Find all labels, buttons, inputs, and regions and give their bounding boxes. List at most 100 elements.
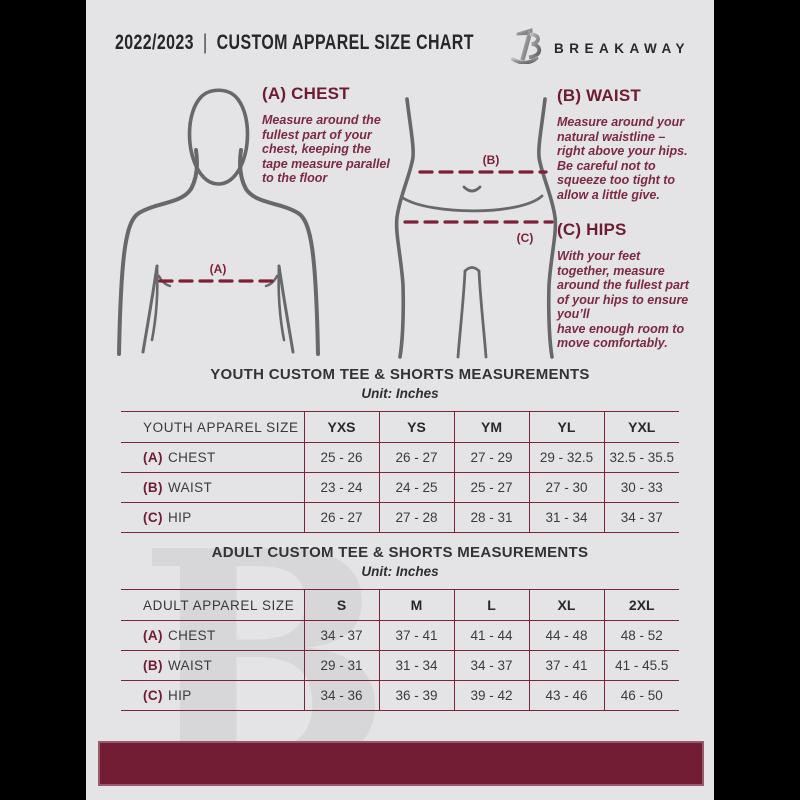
size-column-header: S bbox=[303, 589, 379, 621]
left-armpit-tick bbox=[157, 274, 172, 288]
measurement-cell: 39 - 42 bbox=[453, 680, 529, 711]
row-prefix: (B) bbox=[143, 480, 163, 495]
measurement-cell: 44 - 48 bbox=[528, 620, 604, 651]
adult-section-header: ADULT CUSTOM TEE & SHORTS MEASUREMENTS U… bbox=[86, 544, 714, 579]
row-prefix: (C) bbox=[143, 510, 163, 525]
head-outline bbox=[187, 88, 250, 186]
brand-wordmark: BREAKAWAY bbox=[553, 40, 690, 56]
adult-chest-row: (A) CHEST 34 - 37 37 - 41 41 - 44 44 - 48… bbox=[121, 620, 679, 651]
row-label-cell: (A) CHEST bbox=[121, 442, 304, 473]
measurement-cell: 27 - 29 bbox=[453, 442, 529, 473]
measurement-cell: 32.5 - 35.5 bbox=[603, 442, 679, 473]
lower-body-diagram: (B) (C) bbox=[394, 97, 558, 359]
measurement-cell: 26 - 27 bbox=[303, 502, 379, 533]
row-label: WAIST bbox=[167, 480, 213, 495]
measurement-cell: 25 - 27 bbox=[453, 472, 529, 503]
chest-heading: (A) CHEST bbox=[262, 84, 350, 103]
size-column-header: XL bbox=[528, 589, 604, 621]
measurement-cell: 37 - 41 bbox=[528, 650, 604, 681]
measurement-cell: 46 - 50 bbox=[603, 680, 679, 711]
measurement-cell: 29 - 32.5 bbox=[528, 442, 604, 473]
measurement-cell: 34 - 36 bbox=[303, 680, 379, 711]
row-label-cell: (B) WAIST bbox=[121, 472, 304, 503]
measurement-cell: 26 - 27 bbox=[378, 442, 454, 473]
measurement-cell: 36 - 39 bbox=[378, 680, 454, 711]
measurement-cell: 37 - 41 bbox=[378, 620, 454, 651]
youth-section-title: YOUTH CUSTOM TEE & SHORTS MEASUREMENTS bbox=[210, 366, 590, 383]
measurement-cell: 23 - 24 bbox=[303, 472, 379, 503]
measurement-cell: 31 - 34 bbox=[378, 650, 454, 681]
measurement-cell: 34 - 37 bbox=[453, 650, 529, 681]
hip-curve-line bbox=[401, 194, 544, 213]
row-label: CHEST bbox=[167, 450, 216, 465]
size-column-header: YXS bbox=[303, 411, 379, 443]
measurement-cell: 24 - 25 bbox=[378, 472, 454, 503]
title-separator: | bbox=[202, 31, 208, 54]
chest-body-text: Measure around the fullest part of your … bbox=[262, 113, 390, 185]
adult-section-title: ADULT CUSTOM TEE & SHORTS MEASUREMENTS bbox=[211, 544, 589, 561]
adult-hip-row: (C) HIP 34 - 36 36 - 39 39 - 42 43 - 46 4… bbox=[121, 680, 679, 711]
left-inner-leg bbox=[456, 269, 467, 359]
right-armpit-outer bbox=[277, 264, 295, 354]
breakaway-logo-icon bbox=[510, 28, 542, 64]
right-armpit-inner bbox=[277, 264, 286, 342]
youth-table-header-row: YOUTH APPAREL SIZE YXS YS YM YL YXL bbox=[121, 411, 679, 443]
chest-instruction: (A) CHEST Measure around the fullest par… bbox=[262, 84, 412, 186]
adult-unit-label: Unit: Inches bbox=[361, 564, 439, 579]
row-label: WAIST bbox=[167, 658, 213, 673]
youth-size-label-cell: YOUTH APPAREL SIZE bbox=[121, 411, 304, 443]
measurement-cell: 48 - 52 bbox=[603, 620, 679, 651]
adult-waist-row: (B) WAIST 29 - 31 31 - 34 34 - 37 37 - 41… bbox=[121, 650, 679, 681]
measurement-cell: 41 - 45.5 bbox=[603, 650, 679, 681]
measurement-cell: 25 - 26 bbox=[303, 442, 379, 473]
size-column-header: YS bbox=[378, 411, 454, 443]
size-column-header: YXL bbox=[603, 411, 679, 443]
upper-body-diagram: (A) bbox=[117, 88, 320, 356]
youth-size-table: YOUTH APPAREL SIZE YXS YS YM YL YXL (A) C… bbox=[121, 411, 679, 533]
row-label: HIP bbox=[167, 688, 192, 703]
measurement-cell: 34 - 37 bbox=[303, 620, 379, 651]
waist-instruction: (B) WAIST Measure around your natural wa… bbox=[557, 86, 702, 202]
size-column-header: M bbox=[378, 589, 454, 621]
brand-block: BREAKAWAY bbox=[510, 26, 690, 64]
youth-hip-row: (C) HIP 26 - 27 27 - 28 28 - 31 31 - 34 3… bbox=[121, 502, 679, 533]
youth-unit-label: Unit: Inches bbox=[361, 386, 439, 401]
left-armpit-inner bbox=[150, 264, 159, 342]
measurement-cell: 28 - 31 bbox=[453, 502, 529, 533]
measurement-cell: 43 - 46 bbox=[528, 680, 604, 711]
measurement-cell: 34 - 37 bbox=[603, 502, 679, 533]
measurement-cell: 30 - 33 bbox=[603, 472, 679, 503]
page-title: 2022/2023 | CUSTOM APPAREL SIZE CHART bbox=[115, 31, 474, 55]
adult-size-table: ADULT APPAREL SIZE S M L XL 2XL (A) CHEST… bbox=[121, 589, 679, 711]
row-label: CHEST bbox=[167, 628, 216, 643]
waist-body-text: Measure around your natural waistline – … bbox=[557, 115, 688, 202]
hips-diagram-label: (C) bbox=[517, 231, 534, 245]
left-armpit-outer bbox=[141, 264, 159, 354]
waist-diagram-label: (B) bbox=[483, 153, 500, 167]
size-column-header: 2XL bbox=[603, 589, 679, 621]
header: 2022/2023 | CUSTOM APPAREL SIZE CHART bbox=[86, 26, 714, 64]
size-column-header: L bbox=[453, 589, 529, 621]
measurement-cell: 29 - 31 bbox=[303, 650, 379, 681]
size-chart-page: B 2022/2023 | CUSTOM APPAREL SIZE CHART bbox=[86, 0, 714, 800]
navel-mark bbox=[462, 185, 482, 193]
row-label: HIP bbox=[167, 510, 192, 525]
row-prefix: (A) bbox=[143, 450, 163, 465]
row-label-cell: (C) HIP bbox=[121, 502, 304, 533]
row-prefix: (C) bbox=[143, 688, 163, 703]
footer-bar bbox=[98, 741, 704, 786]
row-prefix: (A) bbox=[143, 628, 163, 643]
measurement-cell: 31 - 34 bbox=[528, 502, 604, 533]
adult-table-header-row: ADULT APPAREL SIZE S M L XL 2XL bbox=[121, 589, 679, 621]
youth-waist-row: (B) WAIST 23 - 24 24 - 25 25 - 27 27 - 30… bbox=[121, 472, 679, 503]
right-side-outline bbox=[537, 97, 558, 359]
measurement-cell: 27 - 30 bbox=[528, 472, 604, 503]
youth-chest-row: (A) CHEST 25 - 26 26 - 27 27 - 29 29 - 32… bbox=[121, 442, 679, 473]
hips-instruction: (C) HIPS With your feet together, measur… bbox=[557, 220, 707, 351]
youth-section-header: YOUTH CUSTOM TEE & SHORTS MEASUREMENTS U… bbox=[86, 366, 714, 401]
row-label-cell: (B) WAIST bbox=[121, 650, 304, 681]
waist-heading: (B) WAIST bbox=[557, 86, 641, 105]
season-label: 2022/2023 bbox=[115, 31, 194, 54]
left-side-outline bbox=[394, 97, 415, 359]
